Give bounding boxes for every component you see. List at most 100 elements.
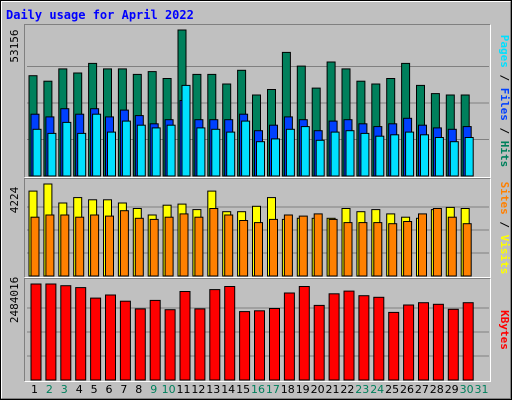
bar-sites-day-14 <box>224 214 234 277</box>
x-tick-day-31: 31 <box>475 383 489 396</box>
bar-pages-day-9 <box>151 127 161 177</box>
bar-pages-day-10 <box>166 124 176 177</box>
bar-pages-day-23 <box>360 132 370 177</box>
x-tick-day-23: 23 <box>355 383 369 396</box>
bar-kbytes-day-15 <box>239 311 251 381</box>
bar-kbytes-day-5 <box>90 297 102 381</box>
bar-pages-day-8 <box>136 124 146 177</box>
bar-pages-day-1 <box>32 128 42 177</box>
x-tick-day-9: 9 <box>150 383 157 396</box>
bar-pages-day-15 <box>241 120 251 177</box>
bar-sites-day-12 <box>194 216 204 277</box>
bar-sites-day-7 <box>119 210 129 277</box>
x-tick-day-27: 27 <box>415 383 429 396</box>
panel-series-label: KBytes <box>498 310 511 350</box>
bar-pages-day-26 <box>405 131 415 177</box>
bar-kbytes-day-2 <box>45 283 57 381</box>
bar-sites-day-30 <box>462 223 472 277</box>
bar-kbytes-day-8 <box>134 308 146 381</box>
bar-sites-day-29 <box>447 216 457 277</box>
x-tick-day-5: 5 <box>91 383 98 396</box>
x-tick-day-15: 15 <box>236 383 250 396</box>
x-tick-day-29: 29 <box>445 383 459 396</box>
bar-kbytes-day-19 <box>298 286 310 381</box>
bar-kbytes-day-23 <box>358 295 370 381</box>
panel-hits-files-pages: 53156 Pages / Files / Hits <box>8 24 511 178</box>
x-tick-day-24: 24 <box>370 383 384 396</box>
panel-kbytes: 2484016 KBytes <box>8 277 511 382</box>
x-tick-day-3: 3 <box>61 383 68 396</box>
bar-sites-day-16 <box>254 222 263 277</box>
bar-pages-day-7 <box>121 120 131 177</box>
x-tick-day-13: 13 <box>206 383 220 396</box>
panel-max-label: 2484016 <box>8 277 21 323</box>
bar-kbytes-day-21 <box>328 293 340 381</box>
panel-bevel-light <box>24 24 491 178</box>
x-tick-day-30: 30 <box>460 383 474 396</box>
bar-pages-day-14 <box>226 131 236 177</box>
panel-series-label: Sites / Visits <box>498 182 511 275</box>
x-tick-day-1: 1 <box>31 383 38 396</box>
bar-kbytes-day-18 <box>283 292 295 381</box>
label-part-0: Sites <box>498 182 511 215</box>
x-tick-day-18: 18 <box>281 383 295 396</box>
x-tick-day-16: 16 <box>251 383 265 396</box>
bar-kbytes-day-22 <box>343 290 355 381</box>
x-tick-day-8: 8 <box>135 383 142 396</box>
chart-title: Daily usage for April 2022 <box>6 8 194 22</box>
x-tick-day-25: 25 <box>385 383 399 396</box>
label-part-1: / <box>498 215 511 235</box>
panel-max-label: 4224 <box>8 186 21 213</box>
bar-kbytes-day-17 <box>269 308 280 381</box>
bar-kbytes-day-3 <box>60 285 72 381</box>
bar-sites-day-4 <box>75 216 85 277</box>
bar-sites-day-21 <box>328 218 338 277</box>
x-tick-day-12: 12 <box>191 383 205 396</box>
bar-kbytes-day-24 <box>373 296 385 381</box>
x-tick-day-20: 20 <box>311 383 325 396</box>
bar-sites-day-2 <box>45 214 55 277</box>
bar-pages-day-5 <box>92 113 102 177</box>
bar-kbytes-day-27 <box>418 302 429 381</box>
bar-sites-day-26 <box>403 221 413 277</box>
bar-sites-day-13 <box>209 208 219 277</box>
bar-sites-day-24 <box>373 222 383 277</box>
panel-bevel-dark <box>24 278 491 382</box>
bar-pages-day-25 <box>390 134 400 177</box>
x-tick-day-19: 19 <box>296 383 310 396</box>
panel-max-label: 53156 <box>8 29 21 62</box>
bar-sites-day-15 <box>239 220 249 277</box>
bar-pages-day-22 <box>345 130 355 177</box>
x-tick-day-4: 4 <box>76 383 83 396</box>
bar-kbytes-day-4 <box>75 287 87 381</box>
panel-visits-sites: 4224 Sites / Visits <box>8 178 511 278</box>
label-part-4: Hits <box>498 141 511 168</box>
bar-pages-day-4 <box>77 132 87 177</box>
bar-kbytes-day-16 <box>254 310 265 381</box>
bar-sites-day-20 <box>313 213 323 277</box>
bar-sites-day-10 <box>164 216 174 277</box>
bar-pages-day-6 <box>107 131 116 177</box>
bar-sites-day-28 <box>432 208 442 277</box>
bar-kbytes-day-11 <box>179 291 191 381</box>
panel-bevel-light <box>24 178 491 278</box>
bar-sites-day-5 <box>90 214 100 277</box>
bar-kbytes-day-29 <box>447 308 459 381</box>
bar-sites-day-27 <box>418 213 427 277</box>
bar-pages-day-18 <box>285 128 295 177</box>
bar-pages-day-28 <box>434 137 444 177</box>
label-part-0: Pages <box>498 35 511 68</box>
label-part-2: Visits <box>498 235 511 275</box>
x-tick-day-26: 26 <box>400 383 414 396</box>
bar-sites-day-18 <box>283 214 293 277</box>
bar-pages-day-27 <box>420 134 429 177</box>
bar-pages-day-12 <box>196 127 206 177</box>
bar-kbytes-day-25 <box>388 311 400 381</box>
bar-pages-day-30 <box>464 137 474 177</box>
bar-pages-day-21 <box>330 131 340 177</box>
bar-sites-day-1 <box>30 216 40 277</box>
bar-kbytes-day-1 <box>30 283 42 381</box>
x-tick-day-2: 2 <box>46 383 53 396</box>
